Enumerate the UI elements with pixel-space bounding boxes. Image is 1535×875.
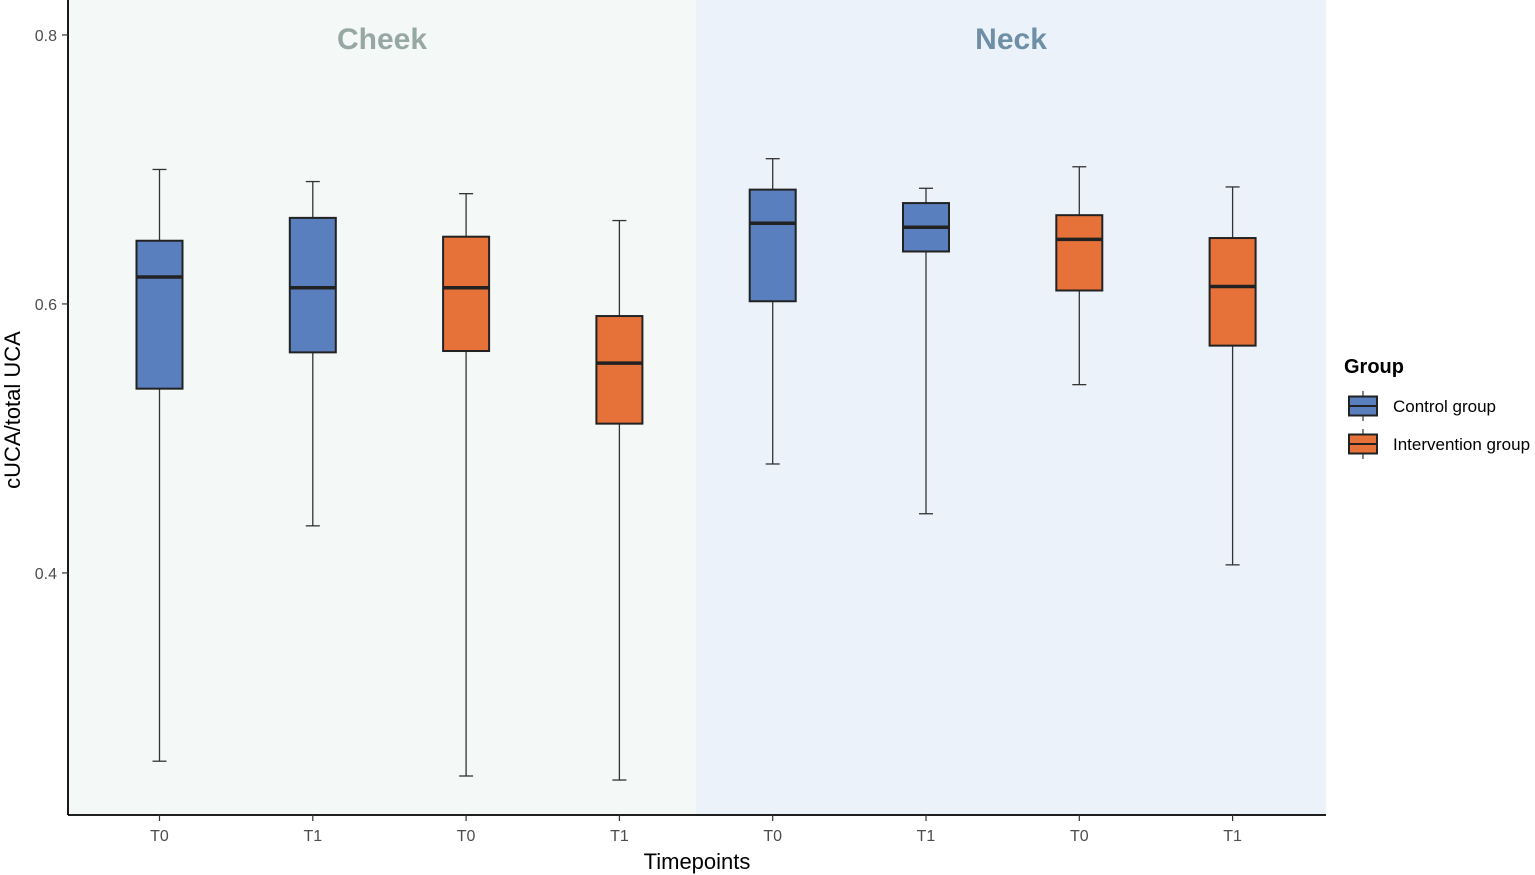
- panel-label-cheek: Cheek: [337, 23, 427, 56]
- x-tick-label: T1: [610, 828, 629, 845]
- y-tick-label: 0.8: [35, 28, 57, 45]
- box-cheek-t0-intervention: [442, 193, 491, 777]
- x-tick-label: T1: [1223, 828, 1242, 845]
- y-axis-title: cUCA/total UCA: [0, 331, 25, 489]
- legend-item-control: Control group: [1348, 391, 1496, 421]
- panel-background-neck: [696, 0, 1326, 815]
- legend-title: Group: [1344, 356, 1404, 378]
- x-axis-title: Timepoints: [644, 849, 751, 874]
- panel-labels: Cheek Neck: [337, 23, 1047, 56]
- legend-label: Control group: [1393, 397, 1496, 416]
- box-cheek-t0-control: [135, 168, 184, 762]
- y-tick-label: 0.6: [35, 297, 57, 314]
- x-tick-label: T0: [1070, 828, 1089, 845]
- boxes: [135, 158, 1257, 781]
- box-iqr: [748, 188, 797, 303]
- legend-label: Intervention group: [1393, 435, 1530, 454]
- x-tick-label: T1: [303, 828, 322, 845]
- box-iqr: [135, 239, 184, 390]
- legend: Group Control group Intervention group: [1344, 356, 1530, 459]
- box-neck-t0-intervention: [1055, 166, 1104, 386]
- box-iqr: [1208, 237, 1257, 347]
- box-cheek-t1-intervention: [595, 219, 644, 781]
- legend-item-intervention: Intervention group: [1348, 429, 1530, 459]
- y-tick-label: 0.4: [35, 566, 57, 583]
- panel-backgrounds: [68, 0, 1326, 815]
- x-tick-label: T1: [917, 828, 936, 845]
- box-neck-t1-control: [902, 187, 950, 515]
- x-tick-label: T0: [457, 828, 476, 845]
- x-tick-label: T0: [763, 828, 782, 845]
- box-neck-t1-intervention: [1208, 186, 1257, 566]
- box-iqr: [595, 315, 644, 425]
- box-iqr: [1055, 214, 1104, 292]
- panel-label-neck: Neck: [975, 23, 1047, 56]
- panel-background-cheek: [68, 0, 697, 815]
- box-iqr: [288, 216, 337, 354]
- box-iqr: [442, 235, 491, 353]
- x-tick-label: T0: [150, 828, 169, 845]
- box-neck-t0-control: [748, 158, 797, 465]
- box-cheek-t1-control: [288, 180, 337, 527]
- axes: 0.4 0.6 0.8 T0 T1 T0 T1 T0 T1 T0 T1: [35, 0, 1326, 845]
